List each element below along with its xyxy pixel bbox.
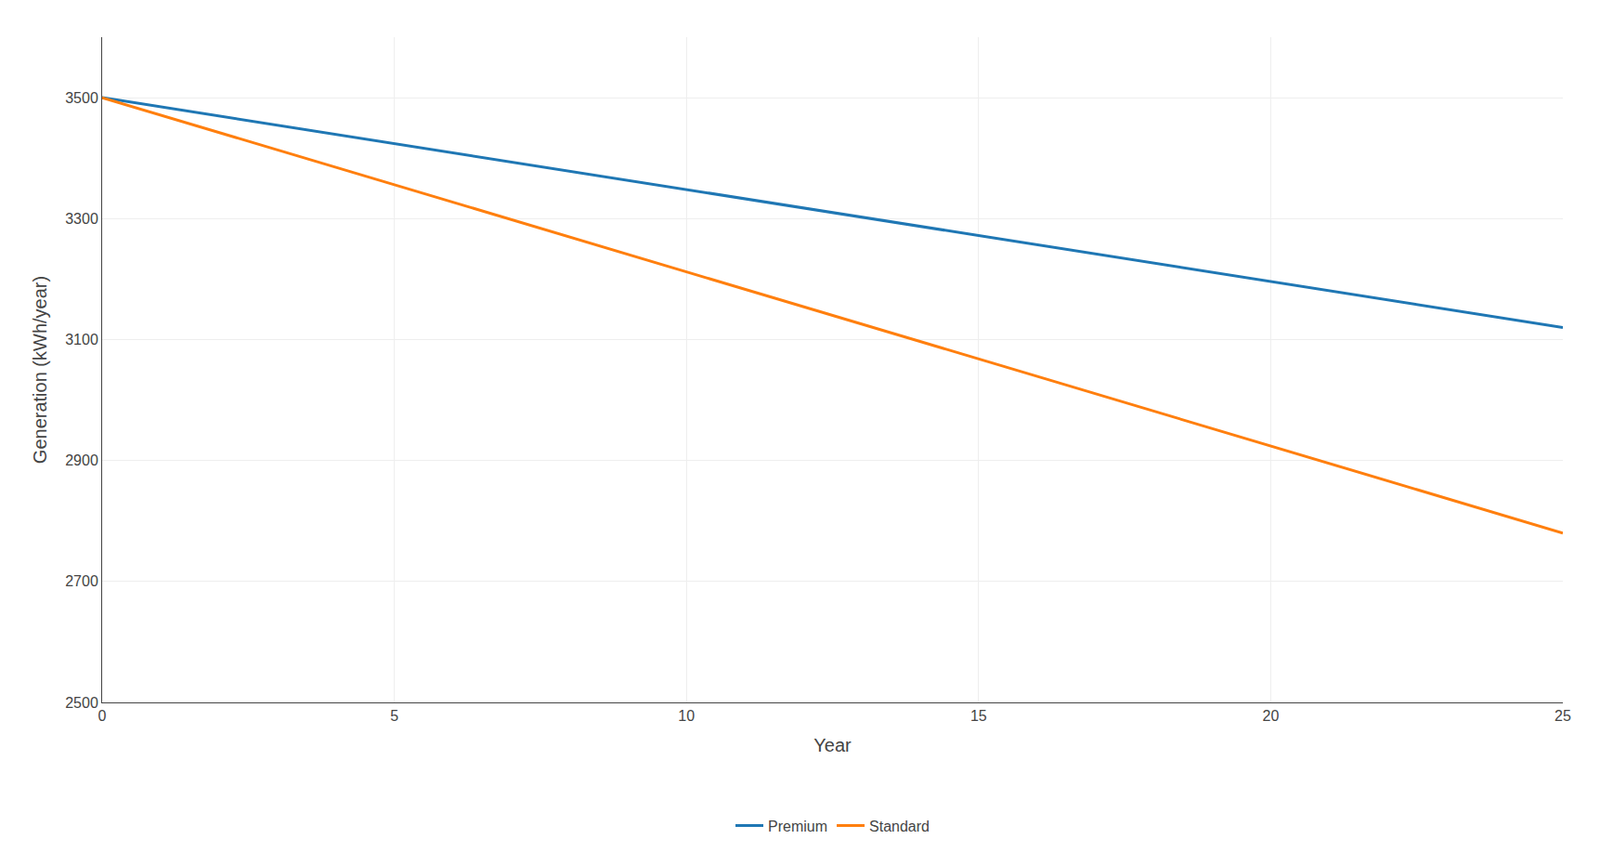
- svg-text:Premium: Premium: [767, 818, 828, 834]
- svg-text:10: 10: [677, 707, 695, 724]
- svg-text:15: 15: [970, 707, 988, 724]
- svg-text:3300: 3300: [65, 210, 99, 227]
- svg-text:2900: 2900: [65, 452, 99, 469]
- svg-text:5: 5: [390, 707, 399, 724]
- svg-text:0: 0: [98, 707, 107, 724]
- svg-text:Generation (kWh/year): Generation (kWh/year): [29, 275, 51, 464]
- svg-text:Standard: Standard: [869, 818, 930, 834]
- svg-text:3500: 3500: [65, 90, 99, 106]
- svg-text:3100: 3100: [65, 331, 99, 348]
- svg-text:Year: Year: [813, 734, 852, 755]
- svg-text:20: 20: [1262, 707, 1280, 724]
- svg-text:2700: 2700: [65, 572, 99, 589]
- svg-text:25: 25: [1554, 707, 1572, 724]
- svg-text:2500: 2500: [65, 694, 99, 711]
